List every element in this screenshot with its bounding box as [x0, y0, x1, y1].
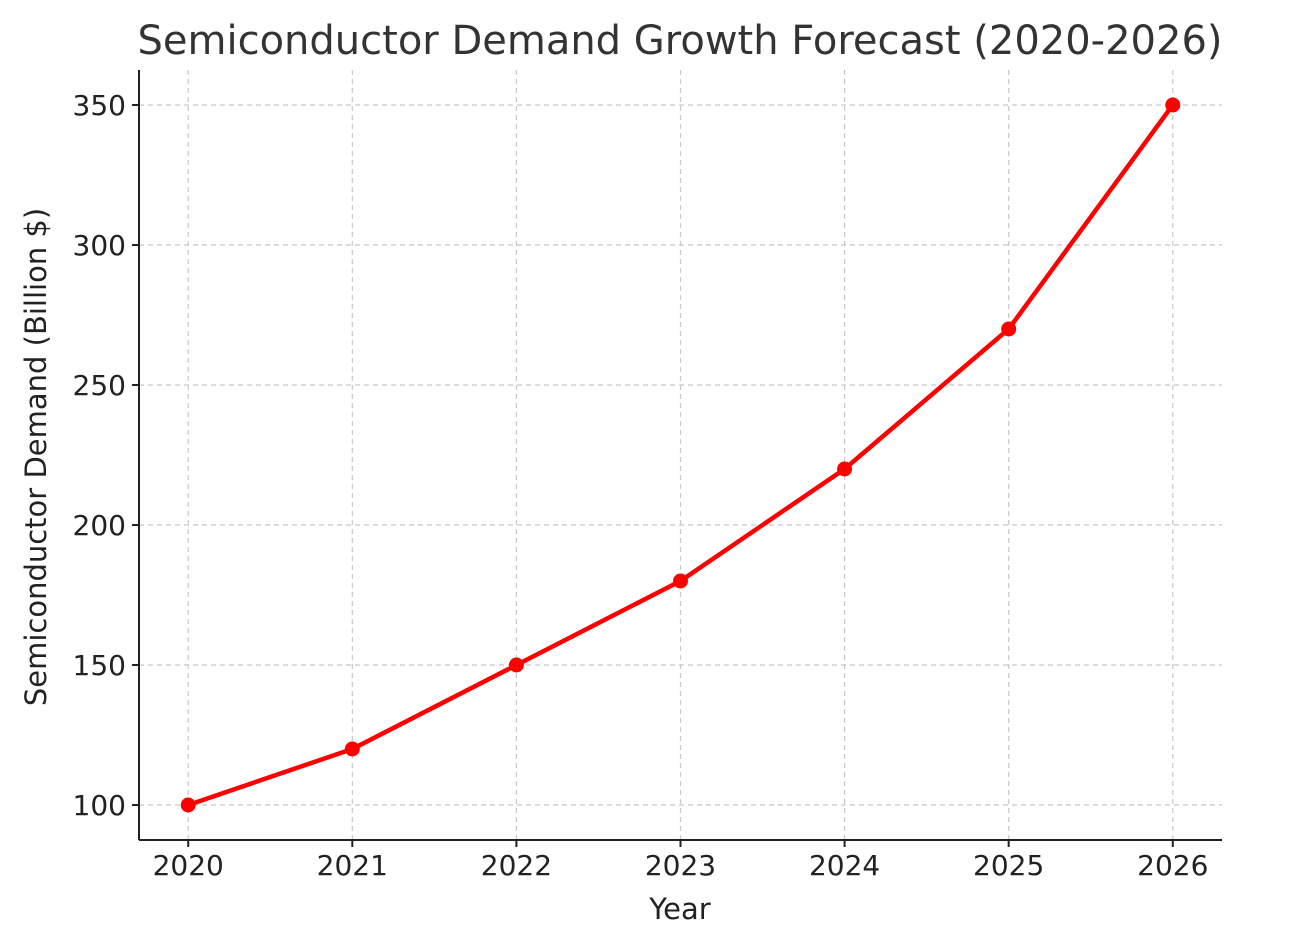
chart-title: Semiconductor Demand Growth Forecast (20… [138, 18, 1223, 64]
x-tick-label: 2026 [1137, 849, 1208, 882]
y-tick-label: 300 [73, 229, 126, 262]
y-tick-label: 200 [73, 509, 126, 542]
y-axis-label: Semiconductor Demand (Billion $) [19, 208, 53, 706]
data-point [1001, 321, 1017, 337]
data-point [1165, 97, 1181, 113]
y-tick-label: 150 [73, 649, 126, 682]
x-axis-label: Year [648, 892, 710, 926]
y-tick-label: 250 [73, 369, 126, 402]
data-point [837, 461, 853, 477]
x-tick-label: 2020 [153, 849, 224, 882]
axes [138, 70, 1222, 841]
data-point [673, 573, 688, 589]
y-tick-label: 100 [73, 789, 126, 822]
data-point [508, 657, 524, 673]
series [180, 97, 1181, 813]
x-tick-label: 2024 [809, 849, 880, 882]
y-tick-label: 350 [73, 89, 126, 122]
x-tick-label: 2022 [481, 849, 552, 882]
data-point [180, 797, 196, 813]
x-tick-label: 2023 [645, 849, 716, 882]
tick-labels: 2020 2021 2022 2023 2024 2025 2026 100 150 200 250… [73, 89, 1209, 882]
grid [139, 70, 1222, 840]
x-tick-label: 2021 [317, 849, 388, 882]
data-point [344, 741, 360, 757]
x-tick-label: 2025 [973, 849, 1044, 882]
